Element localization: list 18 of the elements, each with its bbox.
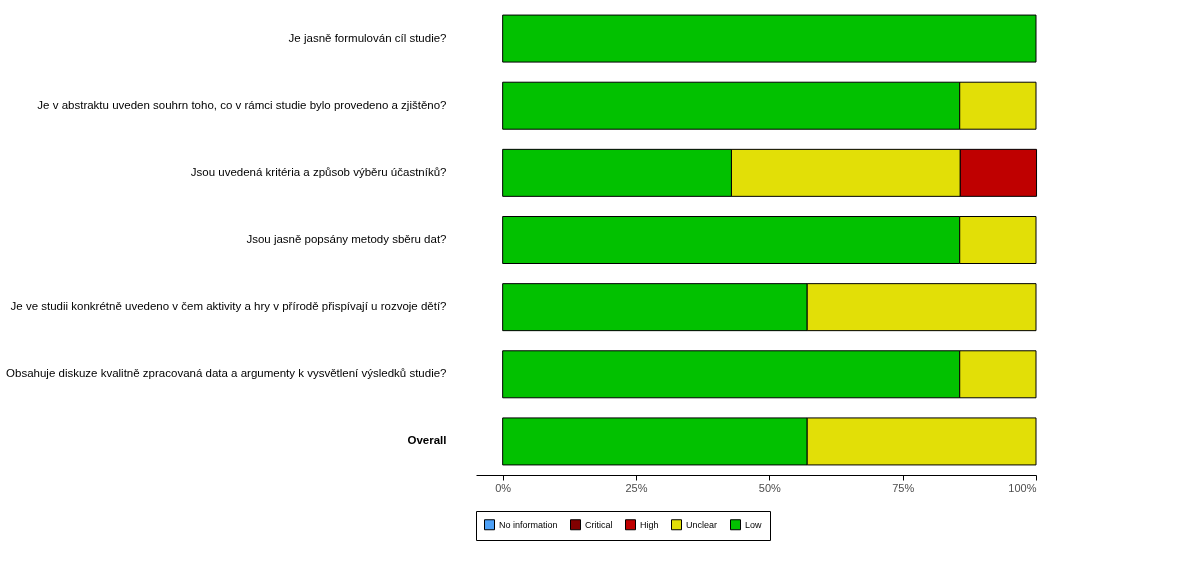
y-tick-label: Je v abstraktu uveden souhrn toho, co v rámci studie bylo provedeno a zjištěno? (37, 98, 447, 111)
legend-label: Critical (585, 519, 613, 530)
legend-label: High (640, 519, 659, 530)
y-tick-label: Overall (407, 434, 447, 447)
y-tick-label: Obsahuje diskuze kvalitně zpracovaná data a argumenty k vysvětlení výsledků studie? (6, 367, 447, 380)
y-tick-label: Je ve studii konkrétně uvedeno v čem aktivity a hry v přírodě přispívají u rozvoje dětí? (10, 300, 447, 313)
x-tick-label: 50% (758, 481, 782, 494)
x-tick-label: 100% (1008, 481, 1037, 494)
x-tick-label: 25% (625, 481, 648, 494)
x-tick-label: 75% (892, 481, 915, 494)
y-tick-label: Je jasně formulován cíl studie? (288, 31, 447, 44)
y-tick-label: Jsou jasně popsány metody sběru dat? (246, 233, 447, 245)
y-tick-label: Jsou uvedená kritéria a způsob výběru účastníků? (190, 165, 447, 178)
legend-label: Low (745, 519, 763, 530)
legend-label: No information (499, 519, 558, 530)
legend-label: Unclear (686, 519, 718, 530)
x-tick-label: 0% (495, 481, 512, 494)
bar (502, 14, 1037, 63)
